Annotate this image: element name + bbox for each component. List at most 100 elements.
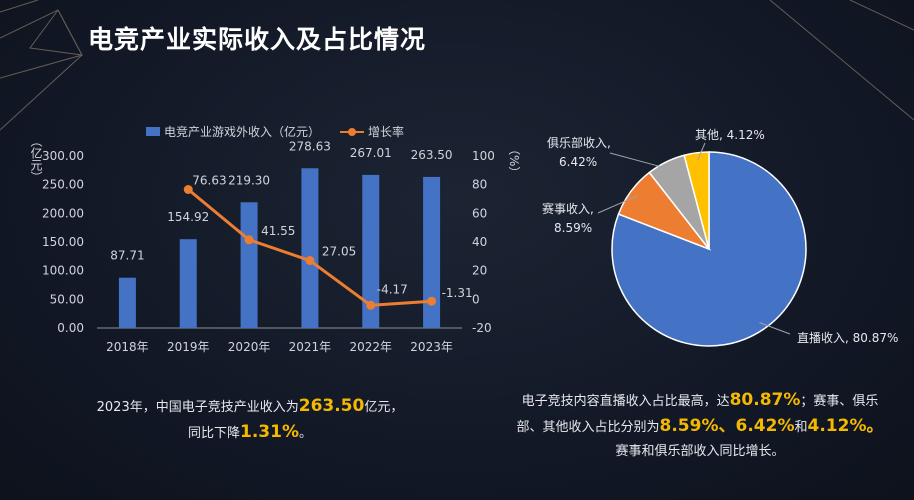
pie-leader-line bbox=[759, 322, 791, 335]
x-tick-label: 2018年 bbox=[106, 340, 149, 354]
pie-label-value: 6.42% bbox=[559, 155, 597, 169]
bars bbox=[118, 168, 441, 328]
legend-line-swatch bbox=[340, 127, 365, 137]
bar bbox=[240, 202, 258, 328]
pie-labels: 直播收入, 80.87% 赛事收入, 8.59% 俱乐部收入, 6.42% 其他, 4.1… bbox=[542, 128, 898, 345]
bar-value-label: 263.50 bbox=[411, 148, 453, 162]
right-note-text: 电子竞技内容直播收入占比最高，达 bbox=[521, 394, 730, 409]
bar-value-labels: 87.71 154.92 219.30 278.63 267.01 263.50 bbox=[110, 139, 452, 262]
y-tick-label: 200.00 bbox=[42, 206, 84, 220]
y-tick-label: 250.00 bbox=[42, 178, 84, 192]
page-title: 电竞产业实际收入及占比情况 bbox=[88, 25, 427, 54]
bar bbox=[118, 277, 136, 328]
y2-tick-label: 100 bbox=[472, 149, 495, 163]
bar-value-label: 154.92 bbox=[167, 210, 209, 224]
left-note-text: 同比下降 bbox=[187, 426, 240, 441]
right-note-sep: 、 bbox=[718, 416, 736, 436]
left-note-decline: 1.31% bbox=[240, 422, 299, 442]
y-tick-label: 300.00 bbox=[42, 149, 84, 163]
bar bbox=[423, 176, 441, 328]
growth-point bbox=[366, 300, 376, 310]
x-tick-labels: 2018年 2019年 2020年 2021年 2022年 2023年 bbox=[106, 340, 453, 354]
bar-value-label: 278.63 bbox=[289, 139, 331, 153]
y2-tick-label: 60 bbox=[472, 206, 487, 220]
left-summary-line1: 2023年，中国电子竞技产业收入为263.50亿元， bbox=[60, 394, 440, 420]
left-note-text: 。 bbox=[298, 426, 312, 441]
pie-label: 其他, 4.12% bbox=[695, 128, 765, 142]
bar-value-label: 267.01 bbox=[350, 146, 392, 160]
growth-value-labels: 76.63 41.55 27.05 -4.17 -1.31 bbox=[192, 173, 472, 300]
right-note-other-share: 4.12% bbox=[807, 416, 867, 436]
right-summary-line3: 赛事和俱乐部收入同比增长。 bbox=[505, 440, 895, 464]
right-note-club-share: 6.42% bbox=[735, 416, 795, 436]
right-summary-line2: 部、其他收入占比分别为8.59%、6.42%和4.12%。 bbox=[505, 414, 895, 440]
growth-line bbox=[183, 184, 437, 310]
growth-point bbox=[305, 256, 315, 266]
growth-value-label: -1.31 bbox=[442, 286, 473, 300]
bar-value-label: 87.71 bbox=[110, 249, 144, 263]
y-tick-label: 0.00 bbox=[57, 321, 84, 335]
legend-bar-label: 电竞产业游戏外收入（亿元） bbox=[164, 125, 321, 139]
x-tick-label: 2019年 bbox=[167, 340, 210, 354]
right-note-live-share: 80.87% bbox=[729, 390, 801, 410]
growth-value-label: 27.05 bbox=[322, 245, 356, 259]
pie-leader-line bbox=[609, 152, 670, 170]
right-note-text: 。 bbox=[866, 416, 884, 436]
right-note-event-share: 8.59% bbox=[659, 416, 719, 436]
right-note-text: ；赛事、俱乐 bbox=[800, 394, 879, 409]
pie-label: 俱乐部收入, bbox=[547, 135, 611, 150]
y-left-ticks: 0.00 50.00 100.00 150.00 200.00 250.00 300.00 bbox=[42, 149, 84, 335]
x-tick-label: 2023年 bbox=[410, 340, 453, 354]
bar-value-label: 219.30 bbox=[228, 173, 270, 187]
y-tick-label: 100.00 bbox=[42, 264, 84, 278]
y-right-ticks: -20 0 20 40 60 80 100 bbox=[472, 149, 495, 335]
growth-value-label: 76.63 bbox=[192, 173, 226, 187]
bar bbox=[362, 174, 380, 328]
y-right-axis-title: （%） bbox=[507, 143, 521, 178]
pie-label-value: 8.59% bbox=[554, 221, 592, 235]
pie-label: 直播收入, 80.87% bbox=[797, 331, 898, 345]
growth-point bbox=[427, 296, 437, 306]
right-note-text: 部、其他收入占比分别为 bbox=[516, 420, 660, 435]
x-tick-label: 2020年 bbox=[228, 340, 271, 354]
growth-point bbox=[183, 184, 193, 194]
pie-leader-line bbox=[597, 195, 638, 214]
x-tick-label: 2021年 bbox=[289, 340, 332, 354]
bar bbox=[301, 168, 319, 328]
left-note-revenue: 263.50 bbox=[298, 396, 365, 416]
y-left-axis-label: （亿元） bbox=[29, 135, 43, 183]
left-summary-line2: 同比下降1.31%。 bbox=[60, 420, 440, 446]
right-summary: 电子竞技内容直播收入占比最高，达80.87%；赛事、俱乐 部、其他收入占比分别为… bbox=[505, 388, 895, 464]
left-note-text: 亿元， bbox=[364, 400, 404, 415]
y2-tick-label: 20 bbox=[472, 264, 487, 278]
right-summary-line1: 电子竞技内容直播收入占比最高，达80.87%；赛事、俱乐 bbox=[505, 388, 895, 414]
right-note-text: 和 bbox=[794, 420, 808, 435]
pie-slice bbox=[683, 151, 710, 250]
left-note-text: 2023年，中国电子竞技产业收入为 bbox=[96, 400, 299, 415]
right-note-text: 赛事和俱乐部收入同比增长。 bbox=[615, 444, 785, 459]
y-tick-label: 50.00 bbox=[50, 292, 84, 306]
left-summary: 2023年，中国电子竞技产业收入为263.50亿元， 同比下降1.31%。 bbox=[60, 394, 440, 446]
pie-leader-lines bbox=[597, 142, 791, 335]
growth-point bbox=[244, 235, 254, 245]
legend-bar-swatch bbox=[146, 127, 160, 136]
y2-tick-label: 40 bbox=[472, 235, 487, 249]
y2-tick-label: -20 bbox=[472, 321, 492, 335]
pie-slices bbox=[611, 151, 807, 347]
pie-label: 赛事收入, bbox=[542, 201, 594, 216]
y-tick-label: 150.00 bbox=[42, 235, 84, 249]
y-right-axis-label: （%） bbox=[507, 143, 521, 178]
y2-tick-label: 0 bbox=[472, 292, 480, 306]
bar bbox=[179, 239, 197, 328]
growth-value-label: -4.17 bbox=[377, 282, 408, 296]
y-left-axis-title: （亿元） bbox=[29, 135, 43, 183]
legend-line-label: 增长率 bbox=[368, 125, 405, 139]
x-tick-label: 2022年 bbox=[349, 340, 392, 354]
chart-legend: 电竞产业游戏外收入（亿元） 增长率 bbox=[146, 123, 404, 140]
pie-leader-line bbox=[697, 142, 706, 161]
growth-value-label: 41.55 bbox=[261, 224, 295, 238]
y2-tick-label: 80 bbox=[472, 178, 487, 192]
